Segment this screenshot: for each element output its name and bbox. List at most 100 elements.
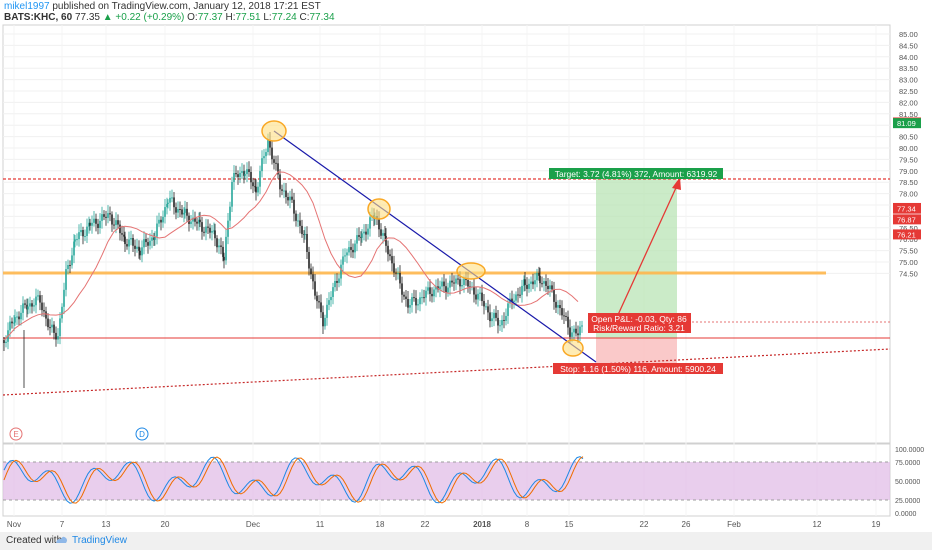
price-tick-label: 76.50: [899, 224, 918, 233]
time-tick-label: Dec: [246, 520, 260, 529]
time-tick-label: Nov: [7, 520, 21, 529]
oscillator-tick-label: 50.0000: [895, 479, 920, 486]
price-tick-label: 75.00: [899, 258, 918, 267]
pnl-label[interactable]: Open P&L: -0.03, Qty: 86 Risk/Reward Rat…: [588, 313, 691, 333]
time-axis[interactable]: Nov 7 13 20 Dec 11 18 22 2018 8 15 22 26 Feb 12 19: [7, 520, 881, 529]
author-link[interactable]: mikel1997: [4, 1, 50, 12]
touch-point-marker[interactable]: [562, 339, 584, 357]
stoch-d-line: [3, 456, 584, 504]
price-tick-label: 83.00: [899, 76, 918, 85]
candlestick-series: [3, 132, 583, 388]
price-chart[interactable]: Target: 3.72 (4.81%) 372, Amount: 6319.9…: [0, 22, 932, 532]
target-zone[interactable]: [596, 179, 677, 338]
moving-average-line: [3, 171, 579, 341]
descending-trendline[interactable]: [273, 130, 597, 363]
stop-label[interactable]: Stop: 1.16 (1.50%) 116, Amount: 5900.24: [553, 363, 723, 374]
touch-point-marker[interactable]: [261, 120, 287, 142]
touch-points: [261, 120, 584, 357]
risk-reward-text: Risk/Reward Ratio: 3.21: [593, 323, 685, 333]
price-tick-label: 82.50: [899, 87, 918, 96]
high-label: H:: [225, 12, 236, 23]
published-info: published on TradingView.com, January 12…: [52, 1, 321, 12]
time-tick-label: 2018: [473, 520, 491, 529]
price-tag-label: 77.34: [897, 205, 916, 214]
low-label: L:: [263, 12, 272, 23]
price-tick-label: 80.00: [899, 144, 918, 153]
price-tick-label: 85.00: [899, 30, 918, 39]
time-tick-label: 15: [565, 520, 574, 529]
open-label: O:: [187, 12, 198, 23]
price-tag-label: 76.87: [897, 215, 916, 224]
price-tag: 76.87: [893, 214, 921, 225]
dividend-marker-label: D: [139, 430, 145, 439]
support-trendline[interactable]: [2, 348, 891, 396]
pnl-text: Open P&L: -0.03, Qty: 86: [591, 314, 687, 324]
price-tag: 77.34: [893, 203, 921, 214]
price-tick-label: 74.50: [899, 269, 918, 278]
oscillator-tick-label: 25.0000: [895, 498, 920, 505]
price-tag: 81.09: [893, 118, 921, 129]
price-tag-label: 76.21: [897, 230, 916, 239]
symbol-label[interactable]: BATS:KHC, 60: [4, 12, 73, 23]
price-tick-label: 79.50: [899, 155, 918, 164]
price-axis[interactable]: 85.00 84.50 84.00 83.50 83.00 82.50 82.00 81.50…: [899, 30, 918, 278]
time-tick-label: 8: [525, 520, 530, 529]
tradingview-brand[interactable]: TradingView: [72, 535, 128, 546]
time-grid: [13, 25, 877, 516]
price-tick-label: 81.50: [899, 110, 918, 119]
touch-point-marker[interactable]: [456, 262, 486, 280]
oscillator-axis: 100.0000 75.0000 50.0000 25.0000 0.0000: [895, 447, 924, 518]
oscillator-tick-label: 75.0000: [895, 460, 920, 467]
time-tick-label: 12: [813, 520, 822, 529]
price-change: ▲ +0.22 (+0.29%): [102, 12, 185, 23]
close-label: C:: [299, 12, 310, 23]
earnings-marker-label: E: [13, 430, 18, 439]
price-tick-label: 76.00: [899, 235, 918, 244]
stop-text: Stop: 1.16 (1.50%) 116, Amount: 5900.24: [560, 364, 716, 374]
price-tick-label: 79.00: [899, 167, 918, 176]
time-tick-label: 20: [161, 520, 170, 529]
price-tick-label: 84.00: [899, 53, 918, 62]
earnings-marker[interactable]: E: [9, 427, 23, 441]
chart-header: mikel1997 published on TradingView.com, …: [0, 0, 932, 23]
time-tick-label: 26: [682, 520, 691, 529]
time-tick-label: 11: [316, 520, 325, 529]
time-tick-label: 22: [640, 520, 649, 529]
price-tag: 76.21: [893, 229, 921, 240]
footer-bar: Created with TradingView: [0, 532, 932, 550]
tradingview-logo-icon: [56, 536, 67, 543]
price-tick-label: 78.00: [899, 190, 918, 199]
time-tick-label: 19: [872, 520, 881, 529]
oscillator-tick-label: 0.0000: [895, 511, 917, 518]
touch-point-marker[interactable]: [367, 198, 391, 220]
close-value: 77.34: [309, 12, 335, 23]
time-tick-label: 18: [376, 520, 385, 529]
last-price: 77.35: [74, 12, 100, 23]
dividend-marker[interactable]: D: [135, 427, 149, 441]
price-tick-label: 84.50: [899, 41, 918, 50]
price-tick-label: 80.50: [899, 133, 918, 142]
high-value: 77.51: [235, 12, 261, 23]
target-text: Target: 3.72 (4.81%) 372, Amount: 6319.9…: [555, 169, 718, 179]
price-grid: [3, 33, 890, 274]
price-tick-label: 83.50: [899, 64, 918, 73]
main-pane[interactable]: [2, 24, 891, 444]
price-tick-label: 75.50: [899, 247, 918, 256]
time-tick-label: 7: [60, 520, 65, 529]
time-tick-label: 13: [102, 520, 111, 529]
arrowhead-icon: [672, 177, 681, 190]
open-value: 77.37: [197, 12, 223, 23]
target-label[interactable]: Target: 3.72 (4.81%) 372, Amount: 6319.9…: [549, 168, 723, 179]
time-tick-label: Feb: [727, 520, 741, 529]
price-tick-label: 82.00: [899, 98, 918, 107]
time-tick-label: 22: [421, 520, 430, 529]
price-tick-label: 78.50: [899, 178, 918, 187]
projection-arrow[interactable]: [616, 177, 681, 318]
low-value: 77.24: [271, 12, 297, 23]
oscillator-tick-label: 100.0000: [895, 447, 924, 454]
stop-zone[interactable]: [596, 338, 677, 365]
stoch-k-line: [3, 456, 584, 504]
price-tag-label: 81.09: [897, 119, 916, 128]
created-with-text: Created with: [6, 535, 63, 546]
